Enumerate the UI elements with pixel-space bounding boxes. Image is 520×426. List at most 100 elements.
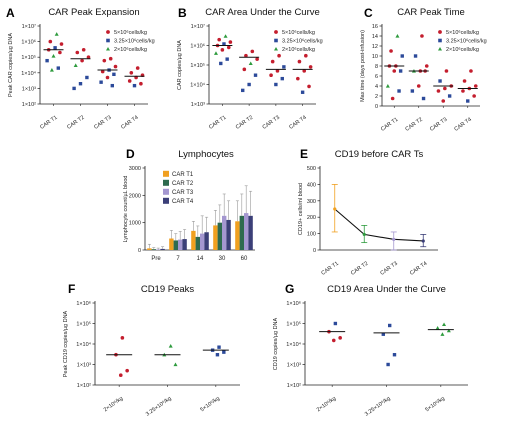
data-point-circle: [338, 336, 342, 340]
data-point-circle: [444, 69, 449, 73]
x-tick-label: CAR T4: [409, 261, 428, 277]
data-point-square: [132, 83, 137, 88]
y-tick-label: 0: [313, 248, 316, 254]
chart-title: CD19 Peaks: [141, 284, 195, 295]
bar: [235, 221, 240, 250]
data-point-circle: [139, 81, 143, 86]
data-point-triangle: [446, 328, 451, 333]
legend-circle-marker: [106, 30, 110, 34]
data-point-triangle: [54, 32, 59, 36]
data-point-circle: [242, 67, 247, 72]
x-tick-label: CAR T2: [350, 261, 369, 277]
y-axis-label: Peak CD19 copies/µg DNA: [63, 310, 69, 377]
bar: [217, 222, 222, 250]
data-point-square: [400, 54, 404, 58]
chart-title: CD19 Area Under the Curve: [327, 284, 446, 295]
panel-b: B CAR Area Under the Curve 1×10³ 1×10⁴ 1×10⁵…: [177, 6, 323, 131]
bar: [147, 248, 152, 250]
data-point-triangle: [395, 34, 400, 38]
data-point-square: [466, 99, 470, 103]
y-tick-label: 500: [307, 166, 316, 172]
data-point-square: [410, 89, 415, 93]
data-point-circle: [275, 69, 280, 73]
data-point-square: [398, 69, 403, 73]
y-tick-label: 200: [307, 215, 316, 221]
legend-label: 3.25×10⁶cells/kg: [282, 38, 323, 45]
legend-label: 3.25×10⁶cells/kg: [446, 38, 487, 45]
bar: [204, 232, 209, 250]
panel-a: A CAR Peak Expansion 1×10² 1×10³ 1×10⁴ 1×10⁵ 1…: [6, 6, 155, 131]
data-point-circle: [250, 49, 255, 54]
data-point-circle: [277, 53, 281, 58]
data-point-circle: [228, 40, 233, 44]
data-point-square: [282, 65, 286, 69]
panel-letter: F: [68, 282, 75, 296]
data-point-circle: [220, 48, 225, 52]
legend-swatch: [163, 170, 169, 177]
y-tick-label: 1×10⁶: [76, 300, 91, 307]
data-point-square: [222, 42, 226, 46]
y-tick-label: 100: [307, 232, 316, 238]
y-tick-label: 1×10⁷: [191, 23, 205, 30]
y-tick-label: 1×10²: [22, 102, 36, 108]
y-tick-label: 14: [372, 34, 378, 40]
legend-label: 5×10⁶cells/kg: [114, 29, 147, 36]
panel-f: F CD19 Peaks 1×10² 1×10³ 1×10⁴ 1×10⁵ 1×10⁶ Peak…: [63, 282, 240, 418]
bar: [182, 239, 187, 250]
panel-c: C CAR Peak Time 0 2 4 6 8 10 12 14 16 Max time (day…: [360, 6, 487, 133]
data-point-circle: [59, 42, 64, 46]
bar: [244, 213, 249, 250]
series-line: [334, 208, 424, 242]
y-axis-label: Peak CAR copies/µg DNA: [8, 33, 14, 97]
y-tick-label: 12: [372, 44, 378, 50]
data-point-square: [274, 82, 278, 87]
x-tick-label: 60: [241, 256, 248, 262]
y-tick-label: 300: [307, 199, 316, 205]
y-tick-label: 8: [375, 64, 378, 70]
x-tick-label: CAR T1: [380, 117, 399, 133]
data-point-square: [300, 90, 305, 94]
data-point-circle: [244, 53, 248, 58]
y-tick-label: 1×10⁴: [190, 82, 205, 89]
bar: [191, 230, 196, 250]
y-axis-label: Lymphocyte count/µL blood: [123, 176, 129, 243]
data-point-square: [225, 57, 229, 61]
data-point-circle: [270, 59, 275, 64]
data-point-square: [110, 83, 114, 88]
data-point-circle: [296, 76, 300, 81]
data-point-square: [392, 353, 397, 357]
y-tick-label: 1×10³: [191, 102, 205, 108]
data-point-square: [45, 58, 49, 63]
data-point: [333, 207, 337, 211]
data-point-circle: [307, 84, 311, 89]
y-tick-label: 1×10⁵: [190, 62, 205, 69]
y-tick-label: 1×10⁵: [286, 321, 301, 328]
y-tick-label: 10: [372, 54, 378, 60]
legend-circle-marker: [438, 30, 442, 34]
data-point-triangle: [49, 68, 54, 72]
x-tick-label: 3.25×10⁶/kg: [363, 395, 391, 418]
data-point-circle: [420, 34, 424, 38]
panel-letter: A: [6, 6, 15, 20]
data-point-circle: [58, 50, 62, 55]
data-point-circle: [105, 75, 110, 80]
data-point-circle: [135, 66, 140, 70]
y-tick-label: 4: [375, 84, 378, 90]
data-point-circle: [389, 49, 393, 53]
legend-label: 3.25×10⁶cells/kg: [114, 38, 155, 45]
data-point-circle: [217, 37, 221, 42]
x-tick-label: 30: [219, 256, 226, 262]
x-tick-label: CAR T2: [66, 115, 85, 131]
data-point-triangle: [440, 332, 445, 336]
data-point-triangle: [248, 61, 253, 66]
data-point-square: [56, 66, 60, 70]
x-tick-label: CAR T1: [39, 115, 58, 131]
x-tick-label: 5×10⁶/kg: [199, 395, 221, 413]
data-point-square: [215, 353, 220, 357]
data-point-square: [333, 321, 338, 326]
legend-label: 2×10⁶cells/kg: [114, 46, 147, 53]
legend-swatch: [163, 197, 169, 204]
bar: [239, 215, 244, 250]
x-tick-label: CAR T3: [93, 115, 112, 131]
